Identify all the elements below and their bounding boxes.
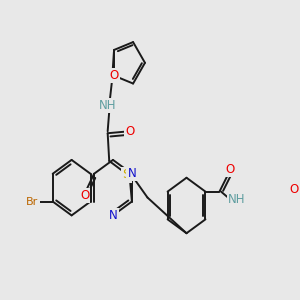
Text: O: O — [80, 189, 89, 202]
Text: O: O — [109, 69, 119, 82]
Text: O: O — [226, 163, 235, 176]
Text: Br: Br — [26, 196, 38, 206]
Text: S: S — [122, 168, 130, 181]
Text: NH: NH — [99, 99, 116, 112]
Text: N: N — [128, 167, 136, 180]
Text: O: O — [290, 183, 299, 196]
Text: O: O — [125, 125, 134, 138]
Text: N: N — [109, 209, 117, 222]
Text: NH: NH — [228, 193, 245, 206]
